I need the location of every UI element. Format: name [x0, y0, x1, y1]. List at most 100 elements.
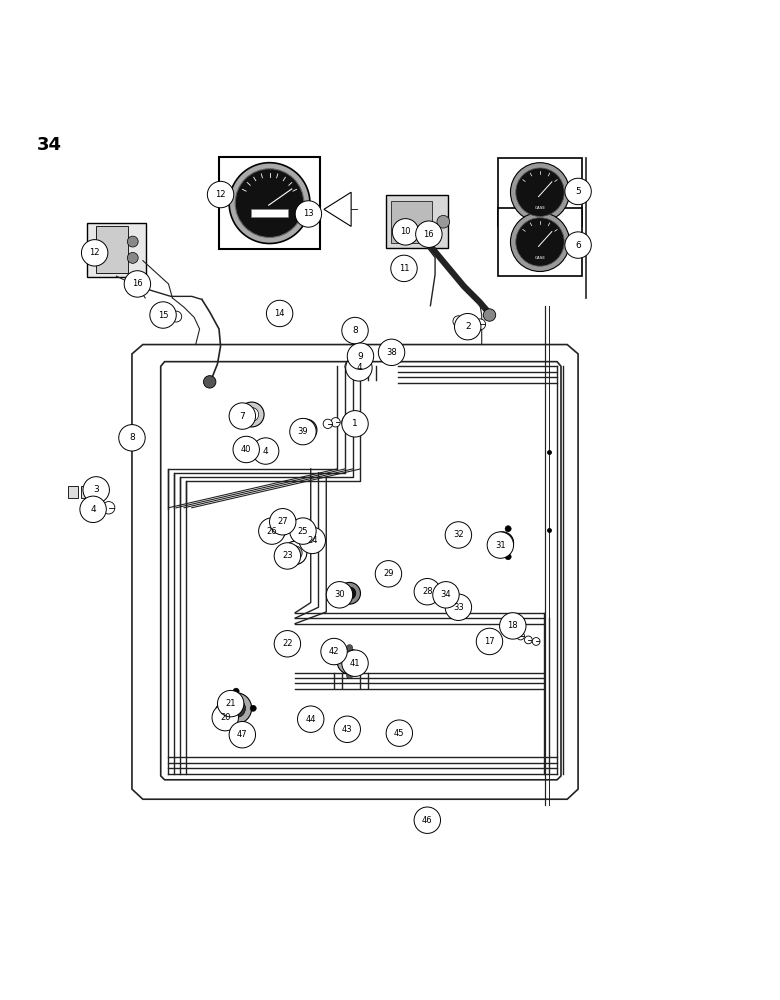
- Text: 18: 18: [508, 621, 518, 630]
- Circle shape: [499, 613, 526, 639]
- Circle shape: [253, 438, 279, 464]
- Text: 2: 2: [465, 322, 470, 331]
- Bar: [68, 486, 78, 498]
- Circle shape: [270, 509, 296, 535]
- Circle shape: [171, 311, 182, 322]
- Circle shape: [326, 582, 353, 608]
- Bar: [498, 208, 582, 276]
- Text: 25: 25: [298, 527, 308, 536]
- Circle shape: [280, 512, 295, 528]
- Circle shape: [275, 631, 300, 657]
- Text: 5: 5: [575, 187, 581, 196]
- Circle shape: [259, 518, 285, 544]
- Circle shape: [505, 554, 511, 560]
- Circle shape: [333, 587, 346, 599]
- Text: 15: 15: [158, 311, 168, 320]
- Circle shape: [204, 376, 216, 388]
- Circle shape: [339, 582, 360, 604]
- Circle shape: [342, 655, 356, 669]
- Circle shape: [565, 232, 591, 258]
- Circle shape: [532, 638, 540, 645]
- Circle shape: [239, 728, 250, 739]
- Text: 34: 34: [441, 590, 452, 599]
- Text: 32: 32: [453, 530, 463, 539]
- Circle shape: [299, 527, 325, 554]
- Text: 8: 8: [352, 326, 358, 335]
- Circle shape: [510, 212, 569, 271]
- Circle shape: [127, 236, 138, 247]
- Circle shape: [360, 659, 367, 665]
- Circle shape: [250, 705, 257, 711]
- Circle shape: [516, 168, 564, 216]
- Bar: [512, 620, 519, 629]
- Circle shape: [245, 408, 259, 422]
- Circle shape: [267, 300, 292, 327]
- Text: 11: 11: [399, 264, 410, 273]
- Circle shape: [150, 302, 176, 328]
- Circle shape: [332, 659, 339, 665]
- Circle shape: [445, 522, 472, 548]
- Text: 34: 34: [37, 136, 62, 154]
- Bar: [96, 226, 128, 273]
- Circle shape: [282, 635, 295, 648]
- Text: 47: 47: [237, 730, 247, 739]
- Text: 4: 4: [356, 363, 362, 372]
- Text: 20: 20: [220, 713, 230, 722]
- Circle shape: [492, 532, 513, 554]
- Text: 31: 31: [495, 541, 505, 550]
- Text: 4: 4: [263, 447, 268, 456]
- Circle shape: [488, 532, 513, 558]
- Circle shape: [375, 561, 402, 587]
- Circle shape: [289, 518, 316, 544]
- Circle shape: [455, 313, 481, 340]
- Circle shape: [207, 181, 234, 208]
- Text: 8: 8: [129, 433, 135, 442]
- Text: 7: 7: [239, 412, 245, 421]
- Circle shape: [516, 632, 524, 640]
- Text: 10: 10: [400, 227, 411, 236]
- Circle shape: [484, 309, 496, 321]
- Circle shape: [378, 339, 405, 366]
- Text: 22: 22: [282, 639, 292, 648]
- Circle shape: [454, 526, 466, 539]
- Circle shape: [565, 178, 591, 205]
- Text: 16: 16: [424, 230, 434, 239]
- Bar: [386, 195, 448, 248]
- Circle shape: [453, 316, 464, 327]
- Circle shape: [391, 255, 417, 282]
- Circle shape: [445, 594, 472, 620]
- Text: 44: 44: [306, 715, 316, 724]
- Bar: [379, 567, 388, 576]
- Circle shape: [486, 633, 497, 644]
- Text: 6: 6: [575, 241, 581, 250]
- Circle shape: [334, 716, 360, 742]
- Circle shape: [345, 360, 357, 373]
- Circle shape: [475, 319, 486, 330]
- Circle shape: [321, 638, 347, 665]
- Circle shape: [497, 537, 509, 549]
- Text: 43: 43: [342, 725, 353, 734]
- Circle shape: [342, 650, 368, 676]
- Circle shape: [346, 645, 353, 651]
- Circle shape: [392, 725, 404, 738]
- Circle shape: [339, 722, 350, 732]
- Circle shape: [233, 722, 239, 729]
- Circle shape: [233, 688, 239, 694]
- Text: 13: 13: [303, 209, 314, 218]
- Circle shape: [353, 348, 364, 359]
- Text: CASE: CASE: [534, 256, 545, 260]
- Circle shape: [227, 699, 246, 718]
- Text: 42: 42: [329, 647, 339, 656]
- Circle shape: [229, 403, 256, 429]
- Text: CASE: CASE: [534, 206, 545, 210]
- Text: 38: 38: [386, 348, 397, 357]
- Circle shape: [346, 323, 359, 335]
- Text: 46: 46: [422, 816, 433, 825]
- Circle shape: [119, 425, 145, 451]
- Circle shape: [222, 710, 235, 722]
- Circle shape: [221, 693, 252, 724]
- Circle shape: [342, 411, 368, 437]
- Circle shape: [236, 169, 304, 237]
- Circle shape: [443, 588, 454, 599]
- Text: 1: 1: [352, 419, 358, 428]
